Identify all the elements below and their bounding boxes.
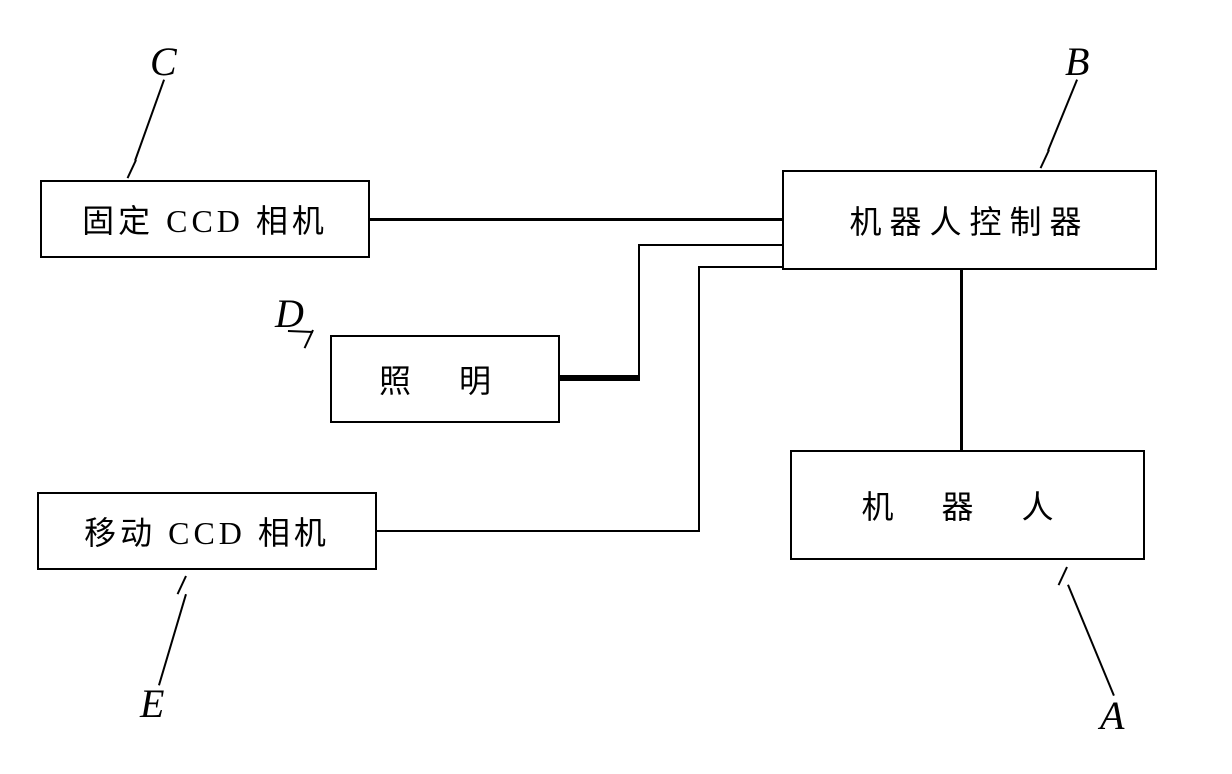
node-A: 机 器 人 bbox=[790, 450, 1145, 560]
edge-B-A-0 bbox=[960, 270, 963, 450]
label-C: C bbox=[150, 38, 177, 85]
label-A-text: A bbox=[1100, 693, 1124, 738]
edge-E-B-2 bbox=[698, 266, 782, 268]
edge-E-B-0 bbox=[377, 530, 700, 532]
tick-B bbox=[1040, 150, 1050, 169]
label-B: B bbox=[1065, 38, 1089, 85]
node-D-text: 照 明 bbox=[379, 356, 511, 402]
label-A: A bbox=[1100, 692, 1124, 739]
edge-D-B-0 bbox=[560, 375, 640, 381]
edge-D-B-1 bbox=[638, 244, 640, 381]
label-E-text: E bbox=[140, 681, 164, 726]
edge-C-B-0 bbox=[370, 218, 782, 221]
node-C-text: 固定 CCD 相机 bbox=[82, 196, 328, 242]
leader-B bbox=[1047, 79, 1078, 151]
label-B-text: B bbox=[1065, 39, 1089, 84]
node-E-text: 移动 CCD 相机 bbox=[84, 508, 330, 554]
edge-D-B-2 bbox=[638, 244, 782, 246]
leader-A bbox=[1067, 584, 1115, 696]
tick-C bbox=[127, 160, 137, 179]
tick-A bbox=[1058, 567, 1068, 586]
node-B-text: 机器人控制器 bbox=[849, 197, 1089, 243]
node-A-text: 机 器 人 bbox=[861, 482, 1073, 528]
label-C-text: C bbox=[150, 39, 177, 84]
leader-E bbox=[158, 594, 187, 686]
node-C: 固定 CCD 相机 bbox=[40, 180, 370, 258]
leader-C bbox=[134, 79, 165, 161]
label-E: E bbox=[140, 680, 164, 727]
node-B: 机器人控制器 bbox=[782, 170, 1157, 270]
node-D: 照 明 bbox=[330, 335, 560, 423]
tick-E bbox=[177, 576, 187, 595]
node-E: 移动 CCD 相机 bbox=[37, 492, 377, 570]
edge-E-B-1 bbox=[698, 266, 700, 532]
